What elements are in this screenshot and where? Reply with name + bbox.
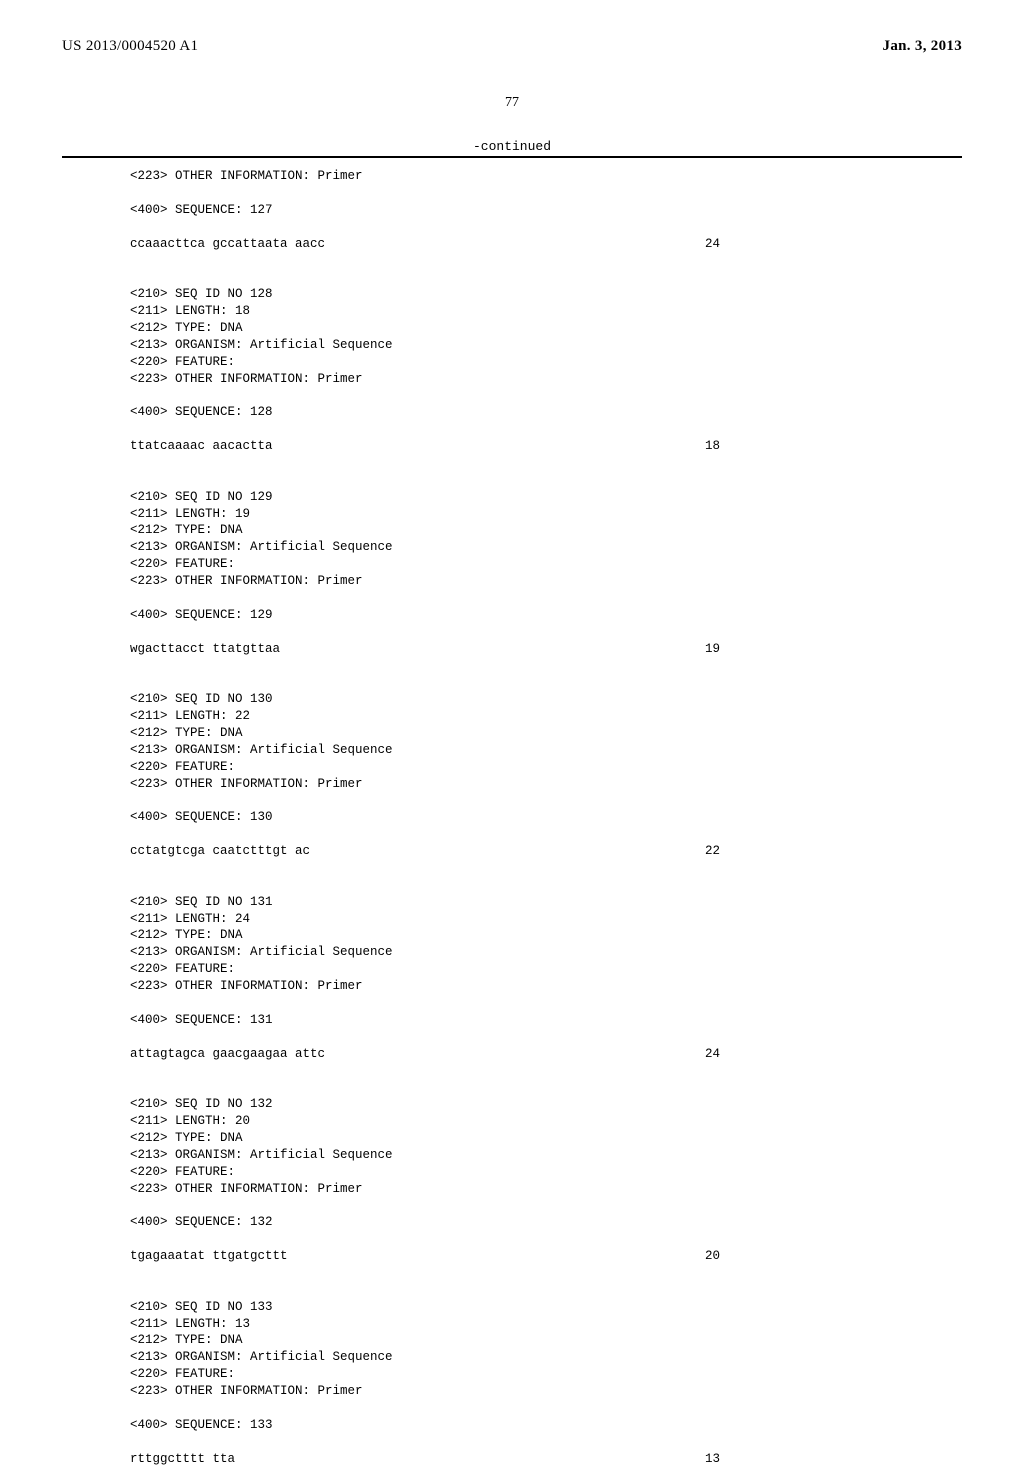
seq-meta-line: <213> ORGANISM: Artificial Sequence — [130, 1147, 962, 1164]
sequence-row: ccaaacttca gccattaata aacc 24 — [130, 236, 720, 253]
seq-meta-line: <223> OTHER INFORMATION: Primer — [130, 371, 962, 388]
seq-meta-line: <210> SEQ ID NO 129 — [130, 489, 962, 506]
sequence-row: tgagaaatat ttgatgcttt 20 — [130, 1248, 720, 1265]
sequence-text: ccaaacttca gccattaata aacc — [130, 236, 325, 253]
seq-meta-line: <210> SEQ ID NO 128 — [130, 286, 962, 303]
sequence-row: attagtagca gaacgaagaa attc 24 — [130, 1046, 720, 1063]
sequence-text: attagtagca gaacgaagaa attc — [130, 1046, 325, 1063]
publication-number: US 2013/0004520 A1 — [62, 38, 198, 55]
seq-label: <400> SEQUENCE: 133 — [130, 1417, 962, 1434]
seq-meta-line: <223> OTHER INFORMATION: Primer — [130, 978, 962, 995]
sequence-length: 13 — [705, 1451, 720, 1467]
seq-meta-line: <223> OTHER INFORMATION: Primer — [130, 1181, 962, 1198]
sequence-length: 22 — [705, 843, 720, 860]
seq-label: <400> SEQUENCE: 132 — [130, 1214, 962, 1231]
publication-date: Jan. 3, 2013 — [883, 38, 962, 55]
seq-meta-line: <213> ORGANISM: Artificial Sequence — [130, 944, 962, 961]
seq-meta-line: <212> TYPE: DNA — [130, 522, 962, 539]
seq-meta-line: <210> SEQ ID NO 132 — [130, 1096, 962, 1113]
seq-meta-line: <212> TYPE: DNA — [130, 320, 962, 337]
seq-meta-line: <223> OTHER INFORMATION: Primer — [130, 776, 962, 793]
seq-meta-line: <213> ORGANISM: Artificial Sequence — [130, 539, 962, 556]
seq-meta-line: <211> LENGTH: 22 — [130, 708, 962, 725]
seq-label: <400> SEQUENCE: 130 — [130, 809, 962, 826]
sequence-text: ttatcaaaac aacactta — [130, 438, 273, 455]
sequence-length: 19 — [705, 641, 720, 658]
page-header: US 2013/0004520 A1 Jan. 3, 2013 — [0, 0, 1024, 55]
seq-meta-line: <220> FEATURE: — [130, 759, 962, 776]
seq-meta-line: <223> OTHER INFORMATION: Primer — [130, 1383, 962, 1400]
seq-meta-line: <220> FEATURE: — [130, 961, 962, 978]
sequence-length: 24 — [705, 236, 720, 253]
sequence-length: 18 — [705, 438, 720, 455]
seq-meta-line: <211> LENGTH: 13 — [130, 1316, 962, 1333]
seq-label: <400> SEQUENCE: 128 — [130, 404, 962, 421]
seq-meta-line: <212> TYPE: DNA — [130, 927, 962, 944]
seq-meta-line: <220> FEATURE: — [130, 1366, 962, 1383]
seq-meta-line: <211> LENGTH: 19 — [130, 506, 962, 523]
seq-meta-line: <211> LENGTH: 24 — [130, 911, 962, 928]
seq-label: <400> SEQUENCE: 127 — [130, 202, 962, 219]
seq-meta-line: <212> TYPE: DNA — [130, 1332, 962, 1349]
seq-meta-line: <212> TYPE: DNA — [130, 725, 962, 742]
seq-meta-line: <212> TYPE: DNA — [130, 1130, 962, 1147]
page-number: 77 — [0, 95, 1024, 111]
seq-meta-line: <220> FEATURE: — [130, 556, 962, 573]
seq-meta-line: <220> FEATURE: — [130, 1164, 962, 1181]
seq-meta-line: <223> OTHER INFORMATION: Primer — [130, 573, 962, 590]
seq-meta-line: <213> ORGANISM: Artificial Sequence — [130, 742, 962, 759]
seq-meta-line: <211> LENGTH: 20 — [130, 1113, 962, 1130]
seq-meta-line: <213> ORGANISM: Artificial Sequence — [130, 337, 962, 354]
seq-meta-line: <210> SEQ ID NO 131 — [130, 894, 962, 911]
continued-label: -continued — [0, 139, 1024, 154]
sequence-row: cctatgtcga caatctttgt ac 22 — [130, 843, 720, 860]
sequence-row: wgacttacct ttatgttaa 19 — [130, 641, 720, 658]
seq-meta-line: <213> ORGANISM: Artificial Sequence — [130, 1349, 962, 1366]
seq-meta-line: <220> FEATURE: — [130, 354, 962, 371]
sequence-length: 24 — [705, 1046, 720, 1063]
seq-meta-line: <210> SEQ ID NO 130 — [130, 691, 962, 708]
sequence-listing: <223> OTHER INFORMATION: Primer <400> SE… — [0, 158, 1024, 1467]
seq-label: <400> SEQUENCE: 129 — [130, 607, 962, 624]
sequence-text: wgacttacct ttatgttaa — [130, 641, 280, 658]
sequence-length: 20 — [705, 1248, 720, 1265]
seq-meta-line: <210> SEQ ID NO 133 — [130, 1299, 962, 1316]
sequence-row: ttatcaaaac aacactta 18 — [130, 438, 720, 455]
sequence-text: cctatgtcga caatctttgt ac — [130, 843, 310, 860]
seq-label: <400> SEQUENCE: 131 — [130, 1012, 962, 1029]
seq-meta-line: <211> LENGTH: 18 — [130, 303, 962, 320]
sequence-text: rttggctttt tta — [130, 1451, 235, 1467]
sequence-text: tgagaaatat ttgatgcttt — [130, 1248, 288, 1265]
seq-meta-line: <223> OTHER INFORMATION: Primer — [130, 168, 962, 185]
sequence-row: rttggctttt tta 13 — [130, 1451, 720, 1467]
